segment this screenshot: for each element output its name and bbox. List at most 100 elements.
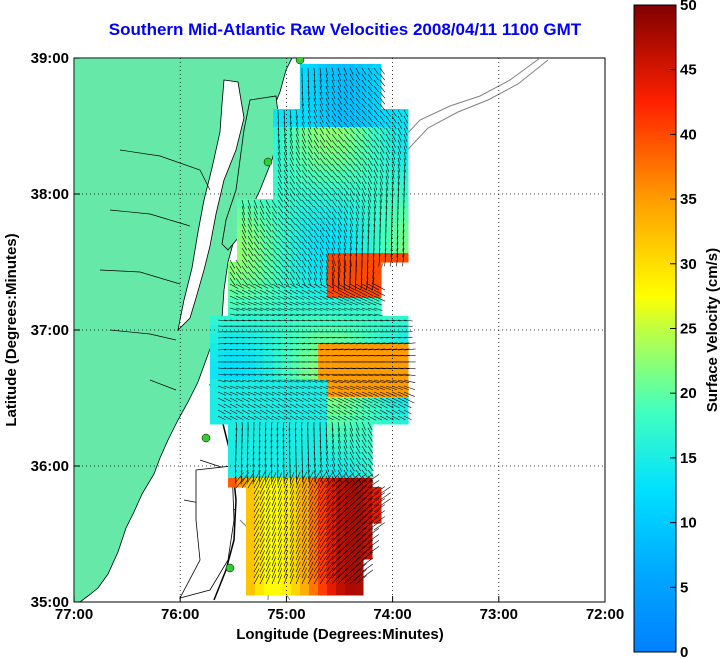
velocity-arrow (331, 253, 336, 266)
velocity-arrow (253, 538, 260, 549)
velocity-arrow (301, 367, 312, 369)
velocity-cell (363, 91, 373, 101)
velocity-arrow (379, 319, 389, 322)
velocity-arrow (247, 301, 257, 306)
velocity-arrow (240, 475, 243, 485)
velocity-arrow (235, 472, 244, 483)
velocity-arrow (307, 271, 312, 280)
velocity-arrow (307, 537, 314, 549)
velocity-arrow (343, 271, 345, 285)
velocity-cell (255, 307, 265, 317)
velocity-arrow (277, 157, 282, 167)
velocity-arrow (343, 121, 349, 129)
velocity-arrow (343, 514, 354, 525)
velocity-arrow (361, 445, 367, 454)
velocity-arrow (247, 342, 257, 345)
velocity-cell (381, 397, 391, 407)
velocity-arrow (265, 415, 274, 421)
velocity-arrow (367, 67, 373, 75)
velocity-arrow (253, 367, 263, 369)
velocity-cell (390, 199, 400, 209)
velocity-cell (300, 532, 310, 542)
velocity-cell (327, 334, 337, 344)
velocity-arrow (307, 379, 318, 383)
colorbar-tick-label: 0 (680, 644, 688, 659)
velocity-cell (255, 577, 265, 587)
velocity-arrow (313, 199, 320, 207)
colorbar-label: Surface Velocity (cm/s) (704, 248, 721, 412)
velocity-cell (228, 469, 238, 479)
velocity-cell (300, 91, 310, 101)
velocity-arrow (301, 537, 307, 549)
velocity-arrow (367, 546, 380, 555)
velocity-arrow (241, 253, 248, 263)
velocity-arrow (253, 217, 259, 227)
velocity-cell (237, 262, 247, 272)
velocity-arrow (313, 307, 323, 311)
velocity-cell (327, 100, 337, 110)
velocity-arrow (337, 241, 341, 250)
velocity-arrow (355, 133, 362, 142)
velocity-arrow (343, 379, 356, 384)
velocity-arrow (337, 223, 342, 232)
velocity-arrow (253, 472, 260, 483)
velocity-arrow (337, 253, 342, 267)
velocity-arrow (289, 513, 295, 525)
velocity-arrow (355, 479, 367, 489)
velocity-arrow (300, 421, 303, 431)
velocity-arrow (295, 567, 301, 579)
velocity-arrow (343, 139, 351, 148)
velocity-cell (264, 388, 274, 398)
velocity-cell (210, 406, 220, 416)
velocity-arrow (283, 313, 293, 317)
velocity-cell (291, 118, 301, 128)
velocity-arrow (277, 337, 287, 339)
velocity-cell (255, 397, 265, 407)
velocity-cell (309, 469, 319, 479)
velocity-arrow (307, 555, 314, 567)
velocity-cell (210, 352, 220, 362)
velocity-arrow (283, 247, 290, 256)
velocity-arrow (349, 247, 352, 257)
velocity-arrow (313, 391, 322, 396)
velocity-cell (354, 433, 364, 443)
velocity-arrow (271, 385, 281, 390)
velocity-arrow (289, 271, 295, 280)
velocity-arrow (217, 385, 227, 390)
velocity-arrow (313, 336, 324, 339)
velocity-cell (273, 514, 283, 524)
velocity-arrow (289, 337, 299, 339)
velocity-arrow (301, 555, 307, 567)
velocity-arrow (259, 385, 269, 390)
velocity-arrow (301, 97, 304, 106)
velocity-arrow (349, 445, 355, 454)
velocity-arrow (235, 409, 244, 415)
velocity-arrow (355, 385, 368, 391)
velocity-arrow (319, 301, 329, 306)
velocity-arrow (265, 490, 271, 501)
velocity-arrow (319, 235, 325, 244)
velocity-arrow (252, 439, 255, 449)
velocity-arrow (295, 415, 304, 421)
velocity-arrow (337, 151, 345, 160)
y-tick-label: 39:00 (31, 50, 69, 67)
velocity-cell (372, 352, 382, 362)
velocity-cell (318, 289, 328, 299)
velocity-arrow (283, 205, 290, 214)
velocity-arrow (241, 421, 243, 431)
velocity-arrow (271, 367, 281, 369)
velocity-arrow (252, 475, 255, 485)
velocity-arrow (361, 121, 367, 129)
velocity-arrow (247, 241, 254, 251)
velocity-arrow (217, 391, 226, 396)
velocity-arrow (373, 504, 385, 513)
velocity-arrow (349, 283, 362, 291)
velocity-cell (291, 514, 301, 524)
velocity-arrow (271, 319, 281, 322)
velocity-cell (300, 478, 310, 488)
velocity-arrow (349, 181, 355, 190)
velocity-cell (345, 586, 355, 596)
velocity-cell (228, 415, 238, 425)
velocity-arrow (397, 385, 410, 391)
velocity-arrow (301, 471, 307, 483)
